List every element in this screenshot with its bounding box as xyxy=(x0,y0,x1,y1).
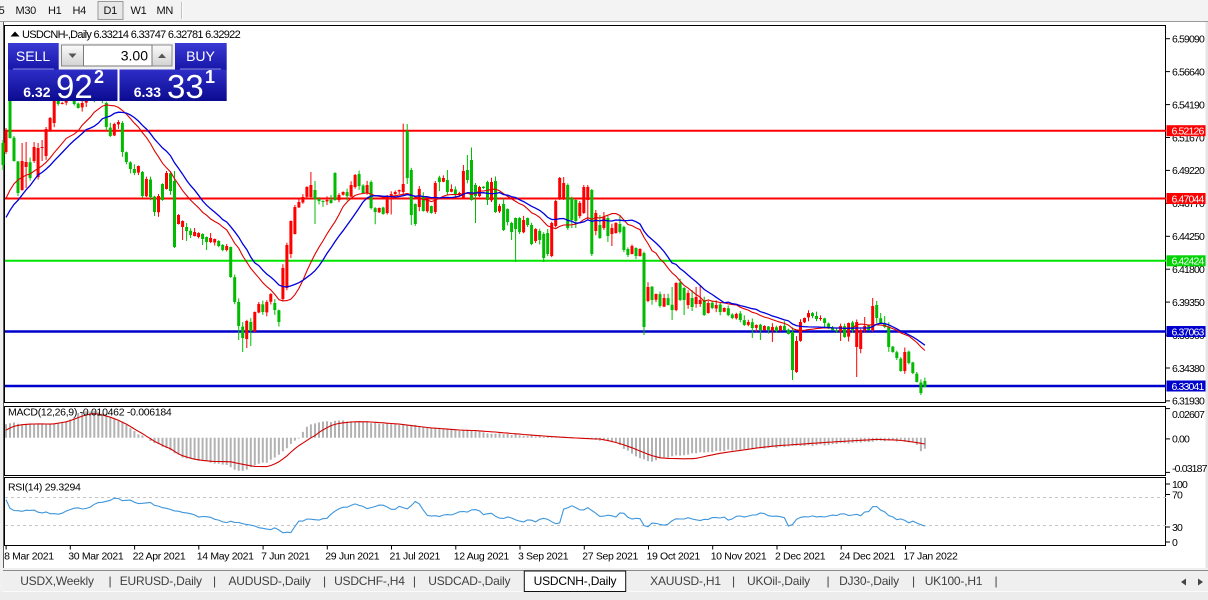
svg-text:6.52126: 6.52126 xyxy=(1172,126,1205,138)
svg-text:AUDUSD-,Daily: AUDUSD-,Daily xyxy=(228,574,310,588)
svg-text:|: | xyxy=(827,574,830,588)
svg-text:6.39350: 6.39350 xyxy=(1172,297,1205,309)
svg-text:|: | xyxy=(109,574,112,588)
svg-text:6.56640: 6.56640 xyxy=(1172,66,1205,78)
svg-text:24 Dec 2021: 24 Dec 2021 xyxy=(839,551,895,563)
svg-text:H4: H4 xyxy=(73,5,87,17)
svg-text:0.02607: 0.02607 xyxy=(1172,409,1205,421)
svg-text:29 Jun 2021: 29 Jun 2021 xyxy=(325,551,379,563)
svg-text:27 Sep 2021: 27 Sep 2021 xyxy=(582,551,638,563)
svg-text:30 Mar 2021: 30 Mar 2021 xyxy=(68,551,124,563)
svg-text:|: | xyxy=(213,574,216,588)
svg-text:33: 33 xyxy=(167,68,204,105)
svg-text:100: 100 xyxy=(1172,479,1188,491)
svg-text:UKOil-,Daily: UKOil-,Daily xyxy=(747,574,810,588)
svg-text:W1: W1 xyxy=(131,5,147,17)
svg-text:7 Jun 2021: 7 Jun 2021 xyxy=(261,551,310,563)
svg-text:12 Aug 2021: 12 Aug 2021 xyxy=(454,551,510,563)
svg-text:70: 70 xyxy=(1172,489,1183,501)
svg-text:0.00: 0.00 xyxy=(1172,434,1190,446)
svg-text:3 Sep 2021: 3 Sep 2021 xyxy=(518,551,569,563)
svg-text:21 Jul 2021: 21 Jul 2021 xyxy=(390,551,441,563)
svg-text:EURUSD-,Daily: EURUSD-,Daily xyxy=(120,574,202,588)
svg-text:6.49220: 6.49220 xyxy=(1172,165,1205,177)
svg-text:17 Jan 2022: 17 Jan 2022 xyxy=(904,551,958,563)
svg-text:DJ30-,Daily: DJ30-,Daily xyxy=(839,574,899,588)
svg-text:UK100-,H1: UK100-,H1 xyxy=(925,574,983,588)
svg-text:USDCAD-,Daily: USDCAD-,Daily xyxy=(428,574,510,588)
svg-text:D1: D1 xyxy=(104,5,118,17)
svg-text:USDCNH-,Daily: USDCNH-,Daily xyxy=(534,574,617,588)
svg-text:6.33041: 6.33041 xyxy=(1172,381,1205,393)
svg-text:19 Oct 2021: 19 Oct 2021 xyxy=(647,551,701,563)
svg-text:|: | xyxy=(995,574,998,588)
svg-text:6.34380: 6.34380 xyxy=(1172,363,1205,375)
svg-text:RSI(14) 29.3294: RSI(14) 29.3294 xyxy=(8,482,81,494)
svg-text:|: | xyxy=(732,574,735,588)
svg-text:|: | xyxy=(912,574,915,588)
svg-text:14 May 2021: 14 May 2021 xyxy=(197,551,254,563)
svg-text:SELL: SELL xyxy=(16,48,50,64)
svg-text:|: | xyxy=(413,574,416,588)
svg-text:8 Mar 2021: 8 Mar 2021 xyxy=(4,551,54,563)
svg-text:3.00: 3.00 xyxy=(121,48,148,64)
svg-text:USDX,Weekly: USDX,Weekly xyxy=(20,574,94,588)
svg-text:-0.03187: -0.03187 xyxy=(1172,463,1208,475)
svg-text:XAUUSD-,H1: XAUUSD-,H1 xyxy=(650,574,721,588)
svg-text:H1: H1 xyxy=(48,5,62,17)
svg-text:30: 30 xyxy=(1172,522,1183,534)
svg-text:|: | xyxy=(323,574,326,588)
svg-text:USDCHF-,H4: USDCHF-,H4 xyxy=(334,574,405,588)
svg-text:6.31930: 6.31930 xyxy=(1172,396,1205,408)
svg-text:MACD(12,26,9) -0.010462 -0.006: MACD(12,26,9) -0.010462 -0.006184 xyxy=(8,407,172,419)
svg-text:MN: MN xyxy=(157,5,174,17)
svg-text:BUY: BUY xyxy=(186,48,215,64)
svg-text:6.59090: 6.59090 xyxy=(1172,34,1205,46)
svg-text:6.44250: 6.44250 xyxy=(1172,231,1205,243)
svg-text:6.41800: 6.41800 xyxy=(1172,264,1205,276)
svg-text:2: 2 xyxy=(94,67,104,87)
svg-text:M30: M30 xyxy=(16,5,37,17)
svg-text:6.37063: 6.37063 xyxy=(1172,326,1205,338)
svg-text:USDCNH-,Daily 6.33214 6.33747: USDCNH-,Daily 6.33214 6.33747 6.32781 6.… xyxy=(22,29,241,41)
svg-text:6.54190: 6.54190 xyxy=(1172,99,1205,111)
svg-text:10 Nov 2021: 10 Nov 2021 xyxy=(711,551,767,563)
svg-text:1: 1 xyxy=(205,67,215,87)
svg-text:0: 0 xyxy=(1172,537,1178,549)
svg-text:22 Apr 2021: 22 Apr 2021 xyxy=(133,551,186,563)
svg-text:M15: M15 xyxy=(0,5,5,17)
svg-text:2 Dec 2021: 2 Dec 2021 xyxy=(775,551,826,563)
svg-text:6.32: 6.32 xyxy=(23,84,50,100)
svg-text:6.47044: 6.47044 xyxy=(1172,193,1205,205)
svg-text:92: 92 xyxy=(56,68,93,105)
svg-text:6.33: 6.33 xyxy=(134,84,161,100)
svg-text:6.42424: 6.42424 xyxy=(1172,256,1205,268)
